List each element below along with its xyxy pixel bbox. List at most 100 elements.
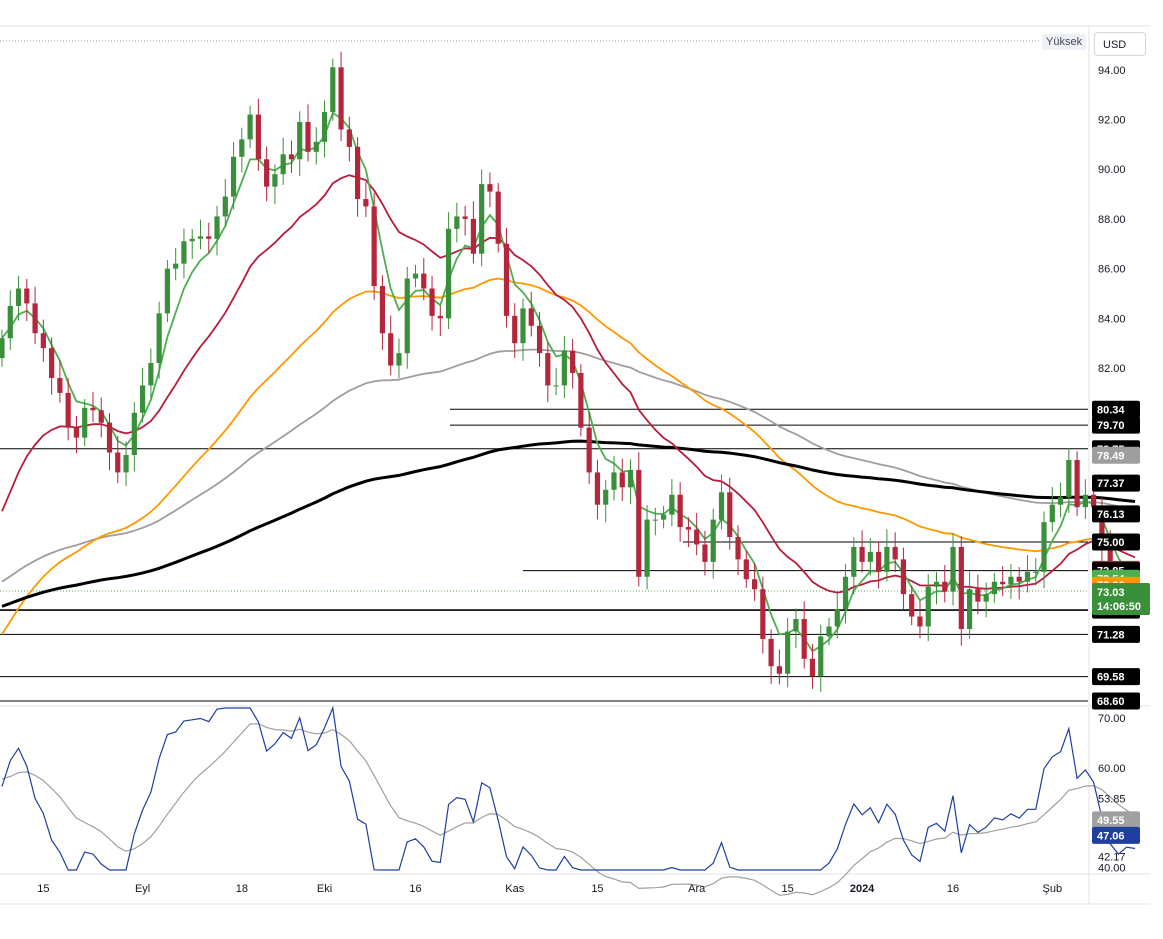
rsi-ma-tag-bg xyxy=(1092,811,1140,829)
candle-body xyxy=(1074,459,1080,508)
candle-body xyxy=(545,353,551,386)
candle-body xyxy=(661,514,667,520)
candle-body xyxy=(909,594,915,617)
candle-body xyxy=(321,112,328,142)
candle-body xyxy=(355,146,361,200)
candle-body xyxy=(247,114,253,140)
candle-body xyxy=(264,159,270,187)
candle-body xyxy=(917,616,923,627)
candle-body xyxy=(884,546,890,572)
candle-body xyxy=(437,315,443,319)
candle-body xyxy=(421,273,427,289)
candle-body xyxy=(603,489,609,505)
candle-body xyxy=(727,492,733,538)
price-tag: 77.37 xyxy=(1097,478,1125,490)
candle-body xyxy=(966,589,973,629)
candle-body xyxy=(652,519,658,521)
candle-body xyxy=(412,273,419,279)
candle-body xyxy=(255,114,261,160)
candle-body xyxy=(793,619,799,632)
candle-body xyxy=(751,579,758,590)
x-tick-label: 15 xyxy=(591,883,603,895)
price-tag: 80.34 xyxy=(1097,404,1125,416)
candle-body xyxy=(173,263,179,269)
price-tag-bg xyxy=(1092,625,1140,643)
price-tag: 75.00 xyxy=(1097,537,1125,549)
candle-body xyxy=(512,315,518,344)
ema50-line xyxy=(1,277,1136,635)
candle-body xyxy=(32,303,38,334)
rsi-tick-label: 60.00 xyxy=(1098,763,1126,775)
y-tick-label: 82.00 xyxy=(1098,363,1126,375)
candle-body xyxy=(983,594,989,602)
candle-body xyxy=(503,243,510,316)
candle-body xyxy=(867,551,873,562)
candle-body xyxy=(462,216,468,219)
candle-body xyxy=(768,638,774,667)
currency-selector[interactable]: USD xyxy=(1094,32,1146,56)
price-tag: 68.60 xyxy=(1097,696,1125,708)
ema20-line xyxy=(1,174,1136,594)
scale-label[interactable]: Yüksek xyxy=(1042,34,1087,50)
candle-body xyxy=(297,122,303,160)
candle-body xyxy=(950,546,956,592)
price-tag-bg xyxy=(1092,446,1140,464)
candle-body xyxy=(809,658,816,677)
candle-body xyxy=(718,492,725,520)
price-tag-bg xyxy=(1092,474,1140,492)
candle-body xyxy=(876,551,882,572)
candle-body xyxy=(206,236,212,239)
candle-body xyxy=(925,586,931,627)
last-price-bg xyxy=(1092,582,1150,615)
candle-body xyxy=(1091,494,1097,508)
last-price-label: 73.03 xyxy=(1097,587,1125,599)
candle-body xyxy=(851,546,857,577)
candle-body xyxy=(404,278,410,354)
y-tick-label: 86.00 xyxy=(1098,264,1126,276)
candle-body xyxy=(1041,522,1047,572)
candle-body xyxy=(445,228,452,319)
candle-body xyxy=(7,305,13,339)
y-tick-label: 94.00 xyxy=(1098,65,1126,77)
rsi-level-label: 53.85 xyxy=(1098,793,1126,805)
candle-body xyxy=(1024,571,1031,582)
candle-body xyxy=(24,288,30,304)
candle-body xyxy=(933,581,940,587)
x-tick-label: Şub xyxy=(1043,883,1063,895)
candle-body xyxy=(139,385,146,413)
rsi-tick-label: 70.00 xyxy=(1098,713,1126,725)
candle-body xyxy=(90,407,96,411)
candle-body xyxy=(346,129,352,147)
candle-body xyxy=(388,333,394,366)
candle-body xyxy=(528,308,534,326)
x-tick-label: Eyl xyxy=(135,883,150,895)
candle-body xyxy=(710,519,716,562)
candle-body xyxy=(214,216,220,239)
candle-body xyxy=(801,619,807,659)
candle-body xyxy=(371,206,377,287)
candle-body xyxy=(619,472,625,488)
x-tick-label: 2024 xyxy=(850,883,875,895)
price-tag: 79.70 xyxy=(1097,420,1125,432)
candle-body xyxy=(785,631,791,674)
rsi-tag-bg xyxy=(1092,826,1140,844)
candle-body xyxy=(1057,497,1064,505)
rsi-tick-label: 40.00 xyxy=(1098,863,1126,875)
candle-body xyxy=(82,407,88,438)
candle-body xyxy=(702,544,708,562)
candle-body xyxy=(98,410,104,423)
candle-body xyxy=(1082,494,1088,508)
candle-body xyxy=(57,377,63,393)
candle-body xyxy=(892,546,898,560)
candle-body xyxy=(975,589,981,602)
candle-body xyxy=(594,472,601,505)
candle-body xyxy=(65,392,71,428)
candle-body xyxy=(115,452,121,473)
rsi-tag: 47.06 xyxy=(1097,830,1125,842)
candle-body xyxy=(636,469,642,577)
x-tick-label: 15 xyxy=(37,883,49,895)
candle-body xyxy=(181,241,187,264)
candle-body xyxy=(536,325,543,354)
candle-body xyxy=(1000,581,1006,585)
